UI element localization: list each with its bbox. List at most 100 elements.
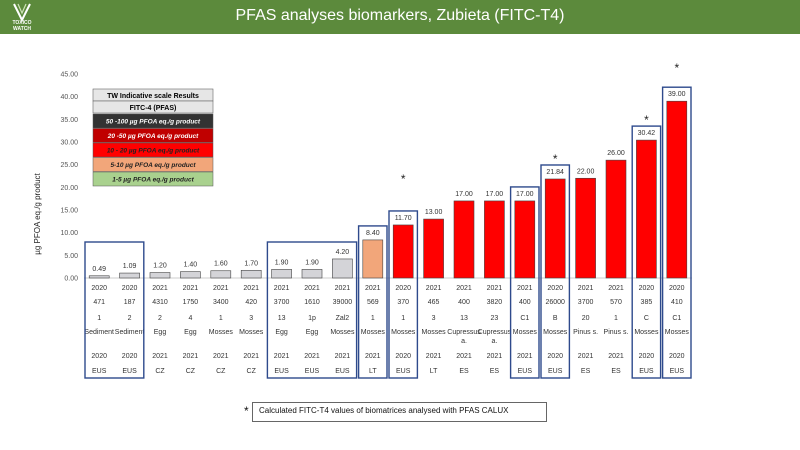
table-cell: CZ (216, 368, 226, 375)
table-cell: 400 (519, 299, 531, 306)
table-cell: CZ (247, 368, 257, 375)
table-cell: 2021 (183, 353, 199, 360)
table-cell: EUS (274, 368, 289, 375)
table-cell: 26000 (545, 299, 565, 306)
table-cell: EUS (518, 368, 533, 375)
data-label: 1.20 (153, 263, 167, 270)
legend-subtitle-cell (92, 100, 214, 114)
asterisk-marker: * (644, 113, 649, 127)
table-cell: 1 (401, 315, 405, 322)
bar (332, 258, 353, 279)
table-cell: 2021 (426, 285, 442, 292)
table-cell: Mosses (330, 329, 355, 336)
title-bar: TOXICO WATCH PFAS analyses biomarkers, Z… (0, 0, 800, 34)
toxicowatch-logo-icon (13, 3, 31, 23)
table-cell: 3820 (487, 299, 503, 306)
y-tick-label: 0.00 (64, 276, 78, 283)
group-outline (631, 125, 662, 379)
asterisk-marker: * (674, 61, 679, 75)
legend-swatch (92, 142, 214, 158)
table-cell: 570 (610, 299, 622, 306)
data-label: 17.00 (455, 191, 473, 198)
y-tick-label: 10.00 (60, 230, 78, 237)
data-label: 1.90 (305, 259, 319, 266)
table-cell: 2 (158, 315, 162, 322)
table-cell: 2021 (213, 285, 229, 292)
table-cell: Mosses (239, 329, 264, 336)
table-cell: 2020 (122, 285, 138, 292)
data-label: 11.70 (395, 215, 412, 222)
legend-item-label: 1-5 µg PFOA eq./g product (112, 177, 194, 184)
table-cell: Mosses (665, 329, 690, 336)
table-cell: Sediment (84, 329, 114, 336)
table-cell: 2021 (365, 353, 381, 360)
y-tick-label: 5.00 (64, 253, 78, 260)
table-cell: 2020 (91, 353, 107, 360)
table-cell: 2021 (152, 353, 168, 360)
y-tick-label: 40.00 (60, 94, 78, 101)
bar (605, 159, 627, 279)
bar (149, 272, 171, 279)
table-cell: 400 (458, 299, 470, 306)
table-cell: 2021 (243, 353, 259, 360)
table-cell: 2020 (395, 285, 411, 292)
group-outline (357, 225, 388, 379)
group-outline (266, 241, 358, 379)
table-cell: 2021 (487, 285, 503, 292)
table-cell: Mosses (391, 329, 416, 336)
data-label: 8.40 (366, 230, 380, 237)
group-outline (509, 186, 540, 379)
table-cell: LT (369, 368, 377, 375)
bar (119, 272, 140, 279)
table-cell: Mosses (361, 329, 386, 336)
legend-item-label: 20 -50 µg PFOA eq./g product (107, 133, 199, 140)
bar (453, 200, 475, 279)
data-label: 17.00 (516, 191, 534, 198)
table-cell: C1 (672, 315, 681, 322)
group-outline (388, 210, 419, 379)
table-cell: 1750 (183, 299, 199, 306)
footnote-star: * (244, 404, 249, 418)
group-outline (540, 164, 571, 379)
y-axis-label-group: µg PFOA eq./g product (33, 172, 42, 254)
bar (423, 218, 444, 279)
page-title: PFAS analyses biomarkers, Zubieta (FITC-… (235, 7, 565, 24)
table-cell: 370 (397, 299, 409, 306)
table-cell: 2021 (335, 285, 351, 292)
table-cell: 2021 (578, 285, 594, 292)
table-cell: 1 (97, 315, 101, 322)
data-label: 39.00 (668, 91, 686, 98)
legend-item-label: 5-10 µg PFOA eq./g product (110, 162, 196, 169)
bars: 0.49 1.09 1.20 1.40 1.60 1.70 1.90 1.90 4.20 8.40… (88, 61, 688, 279)
bar (271, 269, 292, 279)
data-label: 30.42 (638, 130, 656, 137)
data-label: 17.00 (486, 191, 504, 198)
table-cell: 3 (249, 315, 253, 322)
legend-swatch (92, 113, 214, 129)
table-cell: 1 (219, 315, 223, 322)
table-cell: 2021 (456, 353, 472, 360)
table-cell: Egg (184, 329, 197, 336)
table-cell: 1 (371, 315, 375, 322)
y-tick-label: 35.00 (60, 117, 78, 124)
data-label: 26.00 (607, 150, 625, 157)
data-table: 2020 2020 2021 2021 2021 2021 2021 2021 2021 2021… (84, 285, 689, 375)
legend-swatch (92, 157, 214, 172)
bar (240, 269, 262, 279)
table-cell: 2021 (608, 353, 624, 360)
table-cell: EUS (670, 368, 685, 375)
table-cell: 2020 (669, 353, 685, 360)
data-label: 1.70 (244, 260, 258, 267)
table-cell: Pinus s. (573, 329, 598, 336)
legend-item-label: 50 -100 µg PFOA eq./g product (106, 119, 201, 126)
table-cell: B (553, 315, 558, 322)
table-cell: 2021 (335, 353, 351, 360)
bar (301, 269, 323, 279)
table-cell: ES (490, 368, 500, 375)
y-axis-label: µg PFOA eq./g product (33, 172, 42, 254)
table-cell: 2021 (608, 285, 624, 292)
table-cell: 385 (641, 299, 653, 306)
table-cell: 2020 (122, 353, 138, 360)
legend-item-label: 10 - 20 µg PFOA eq./g product (107, 148, 200, 155)
y-tick-label: 25.00 (60, 162, 78, 169)
